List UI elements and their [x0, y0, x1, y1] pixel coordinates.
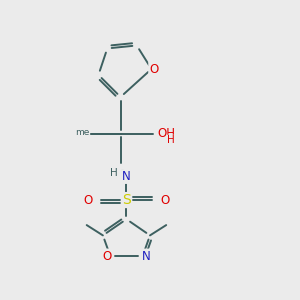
Text: H: H [110, 168, 118, 178]
Text: me: me [75, 128, 90, 137]
Text: O: O [83, 194, 93, 207]
Text: N: N [122, 170, 131, 183]
Text: N: N [142, 250, 151, 262]
Text: O: O [160, 194, 169, 207]
Text: S: S [122, 193, 131, 207]
Text: O: O [149, 62, 158, 76]
Text: OH: OH [157, 127, 175, 140]
Text: O: O [102, 250, 111, 262]
Text: H: H [167, 135, 175, 145]
